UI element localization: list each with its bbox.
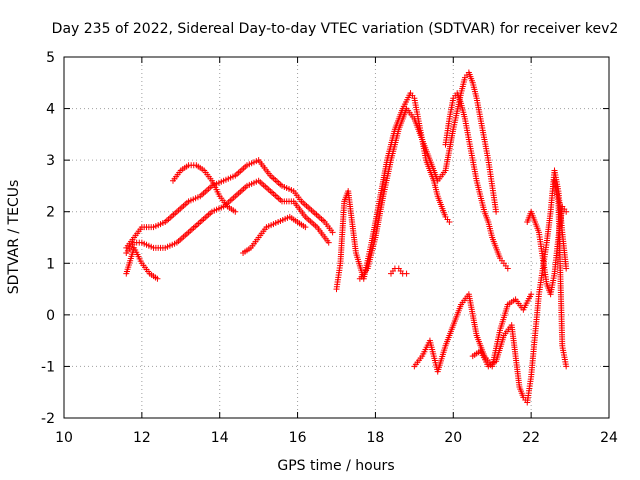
y-axis-ticks: -2 -1 0 1 2 3 4 5 bbox=[41, 50, 609, 427]
data-point bbox=[154, 275, 161, 282]
x-tick-label: 20 bbox=[444, 430, 462, 446]
y-tick-label: 0 bbox=[46, 308, 55, 324]
data-point bbox=[528, 291, 535, 298]
x-tick-label: 24 bbox=[600, 430, 618, 446]
data-point bbox=[329, 229, 336, 236]
data-point bbox=[563, 363, 570, 370]
x-tick-label: 22 bbox=[522, 430, 540, 446]
data-point bbox=[302, 224, 309, 231]
y-tick-label: 4 bbox=[46, 102, 55, 118]
x-tick-label: 12 bbox=[133, 430, 151, 446]
data-point bbox=[493, 208, 500, 215]
x-axis-label: GPS time / hours bbox=[277, 458, 394, 474]
y-tick-label: 2 bbox=[46, 205, 55, 221]
y-tick-label: 5 bbox=[46, 50, 55, 66]
x-tick-label: 18 bbox=[367, 430, 385, 446]
x-tick-label: 10 bbox=[55, 430, 73, 446]
x-axis-ticks: 10 12 14 16 18 20 22 24 bbox=[55, 57, 618, 446]
x-tick-label: 16 bbox=[289, 430, 307, 446]
y-tick-label: -2 bbox=[41, 411, 55, 427]
chart-title: Day 235 of 2022, Sidereal Day-to-day VTE… bbox=[52, 21, 619, 37]
data-point bbox=[563, 208, 570, 215]
data-point bbox=[563, 265, 570, 272]
data-point bbox=[403, 270, 410, 277]
y-tick-label: 1 bbox=[46, 256, 55, 272]
data-point bbox=[446, 219, 453, 226]
y-tick-label: 3 bbox=[46, 153, 55, 169]
grid bbox=[64, 57, 609, 418]
data-points bbox=[123, 69, 570, 406]
y-axis-label: SDTVAR / TECUs bbox=[6, 180, 22, 295]
data-point bbox=[232, 208, 239, 215]
data-point bbox=[325, 239, 332, 246]
y-tick-label: -1 bbox=[41, 359, 55, 375]
plot-frame bbox=[63, 56, 610, 419]
x-tick-label: 14 bbox=[211, 430, 229, 446]
data-point bbox=[504, 265, 511, 272]
